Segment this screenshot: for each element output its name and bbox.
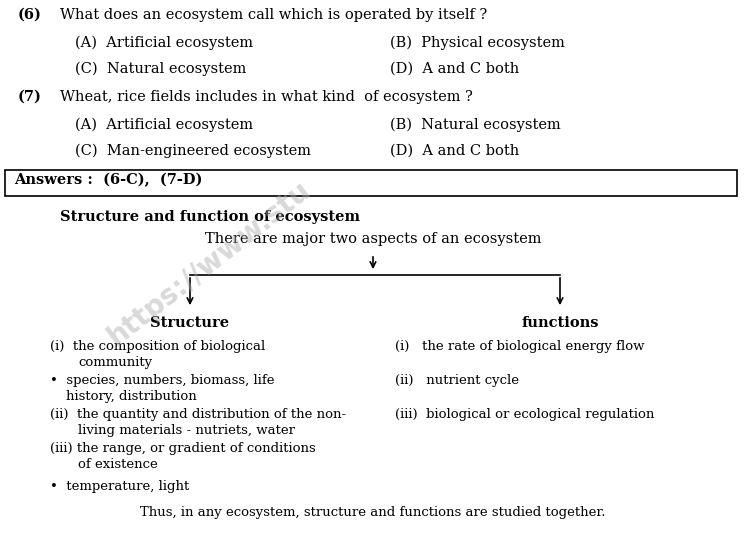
Text: (7): (7)	[18, 90, 42, 104]
Text: history, distribution: history, distribution	[66, 390, 196, 403]
Text: (i)  the composition of biological: (i) the composition of biological	[50, 340, 265, 353]
Text: (A)  Artificial ecosystem: (A) Artificial ecosystem	[75, 36, 253, 50]
Text: Thus, in any ecosystem, structure and functions are studied together.: Thus, in any ecosystem, structure and fu…	[140, 506, 606, 519]
Text: (C)  Natural ecosystem: (C) Natural ecosystem	[75, 62, 247, 76]
Text: Structure: Structure	[150, 316, 229, 330]
Text: (B)  Physical ecosystem: (B) Physical ecosystem	[390, 36, 565, 50]
Text: (6): (6)	[18, 8, 42, 22]
Text: Answers :  (6-C),  (7-D): Answers : (6-C), (7-D)	[14, 173, 202, 187]
Text: functions: functions	[521, 316, 599, 330]
Text: •  species, numbers, biomass, life: • species, numbers, biomass, life	[50, 374, 274, 387]
Text: (iii) the range, or gradient of conditions: (iii) the range, or gradient of conditio…	[50, 442, 316, 455]
Text: There are major two aspects of an ecosystem: There are major two aspects of an ecosys…	[205, 232, 542, 246]
Text: (i)   the rate of biological energy flow: (i) the rate of biological energy flow	[395, 340, 645, 353]
Text: •  temperature, light: • temperature, light	[50, 480, 189, 493]
Bar	[5, 170, 737, 196]
Text: (B)  Natural ecosystem: (B) Natural ecosystem	[390, 118, 561, 133]
Text: of existence: of existence	[78, 458, 158, 471]
Text: (A)  Artificial ecosystem: (A) Artificial ecosystem	[75, 118, 253, 133]
Text: (ii)   nutrient cycle: (ii) nutrient cycle	[395, 374, 519, 387]
Text: (ii)  the quantity and distribution of the non-: (ii) the quantity and distribution of th…	[50, 408, 346, 421]
Text: (iii)  biological or ecological regulation: (iii) biological or ecological regulatio…	[395, 408, 654, 421]
Text: living materials - nutriets, water: living materials - nutriets, water	[78, 424, 295, 437]
Text: Structure and function of ecosystem: Structure and function of ecosystem	[60, 210, 360, 224]
Text: community: community	[78, 356, 152, 369]
Text: (D)  A and C both: (D) A and C both	[390, 144, 519, 158]
Text: What does an ecosystem call which is operated by itself ?: What does an ecosystem call which is ope…	[60, 8, 487, 22]
Text: (C)  Man-engineered ecosystem: (C) Man-engineered ecosystem	[75, 144, 311, 158]
Text: (D)  A and C both: (D) A and C both	[390, 62, 519, 76]
Text: https://www.stu: https://www.stu	[102, 175, 316, 351]
Text: Wheat, rice fields includes in what kind  of ecosystem ?: Wheat, rice fields includes in what kind…	[60, 90, 473, 104]
